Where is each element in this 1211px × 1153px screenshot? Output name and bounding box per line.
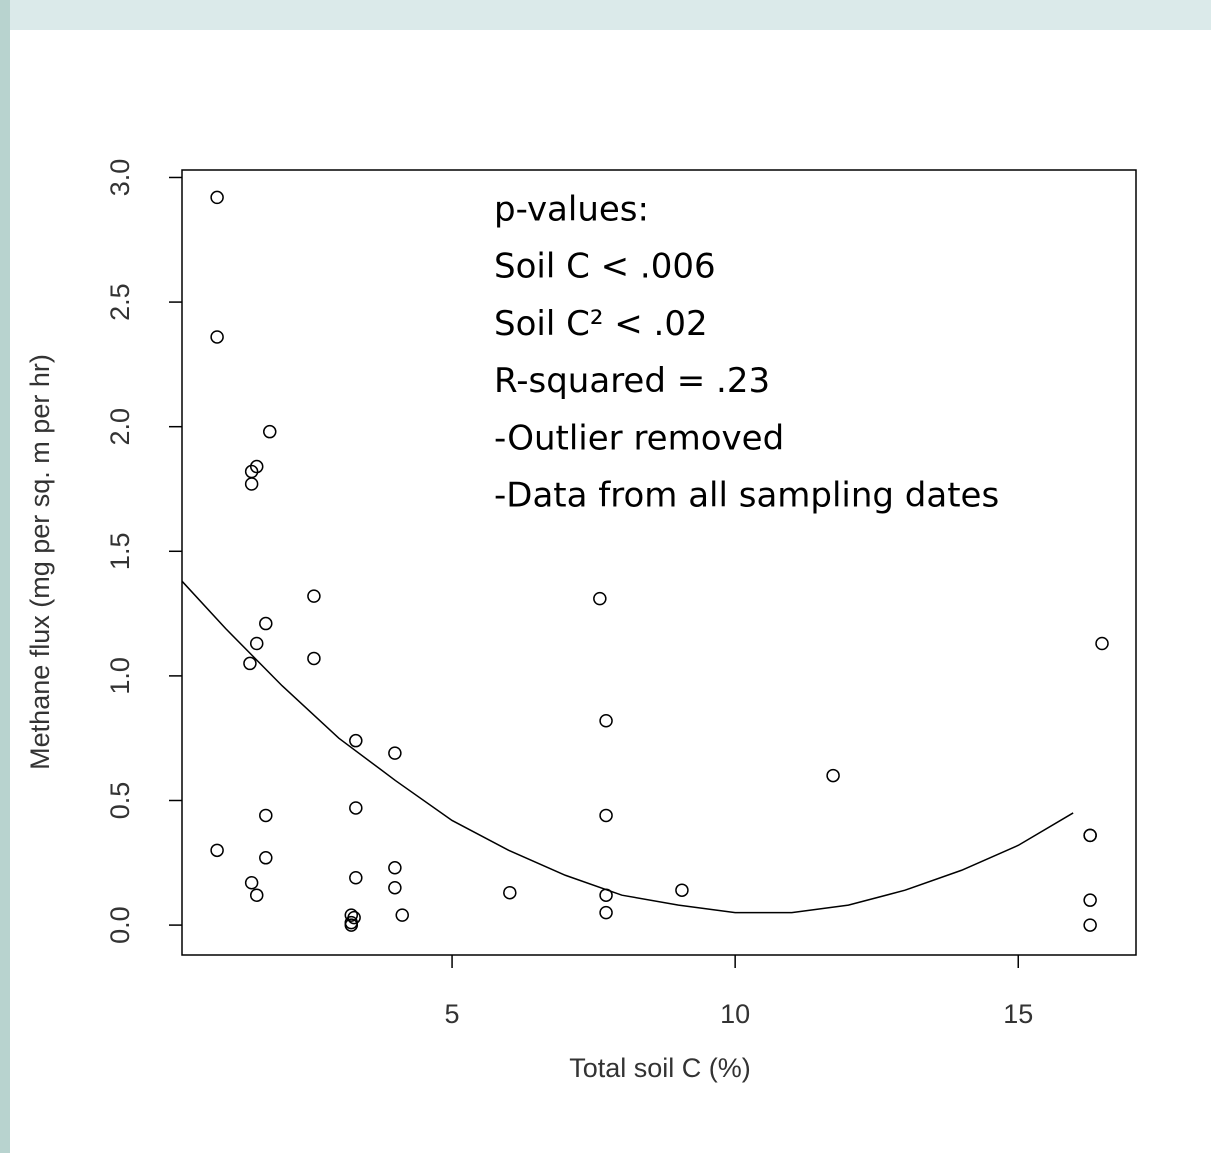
point [344,908,359,922]
annotation-line: -Data from all sampling dates [494,476,999,516]
point [388,861,402,875]
annotation-line: p-values: [494,190,649,230]
point [395,908,409,922]
x-tick-label: 10 [720,999,750,1029]
plot-background [10,30,1211,1153]
y-tick-label: 1.0 [105,657,135,695]
point [388,880,402,895]
point [244,875,259,890]
point [503,885,517,900]
point [349,801,363,815]
point [349,733,363,748]
y-axis-title: Methane flux (mg per sq. m per hr) [25,354,55,770]
point [675,883,689,897]
point [349,870,363,885]
y-tick-label: 0.0 [105,906,135,944]
x-axis-title: Total soil C (%) [569,1053,751,1083]
point [259,616,273,631]
point [599,905,613,920]
annotation-line: Soil C < .006 [494,247,716,287]
point [593,591,607,606]
point [259,808,273,823]
point [210,330,224,344]
point [249,459,264,474]
annotation-line: Soil C² < .02 [494,304,708,344]
point [307,589,321,603]
point [599,713,613,728]
point [826,768,840,783]
point [388,746,402,760]
plot-box [181,169,1137,956]
point [249,888,264,902]
point [263,424,277,439]
point [1083,828,1097,843]
y-tick-label: 0.5 [105,782,135,820]
annotation-line: R-squared = .23 [494,361,770,401]
point [259,851,273,865]
x-tick-label: 5 [445,999,460,1029]
point [210,843,224,858]
point [210,190,224,205]
annotation-line: -Outlier removed [494,418,784,458]
point [243,656,257,671]
point [249,636,264,651]
y-tick-label: 1.5 [105,533,135,571]
point [1095,636,1109,651]
point [307,651,321,666]
y-tick-label: 2.0 [105,408,135,446]
point [1083,918,1097,932]
point [244,477,259,491]
y-tick-label: 2.5 [105,283,135,321]
x-tick-label: 15 [1003,999,1033,1029]
slide-top [0,0,1211,30]
y-tick-label: 3.0 [105,159,135,197]
slide-edge [0,0,10,1153]
point [599,808,613,823]
fit-curve [181,580,1074,914]
point [344,918,359,932]
point [1083,893,1097,907]
